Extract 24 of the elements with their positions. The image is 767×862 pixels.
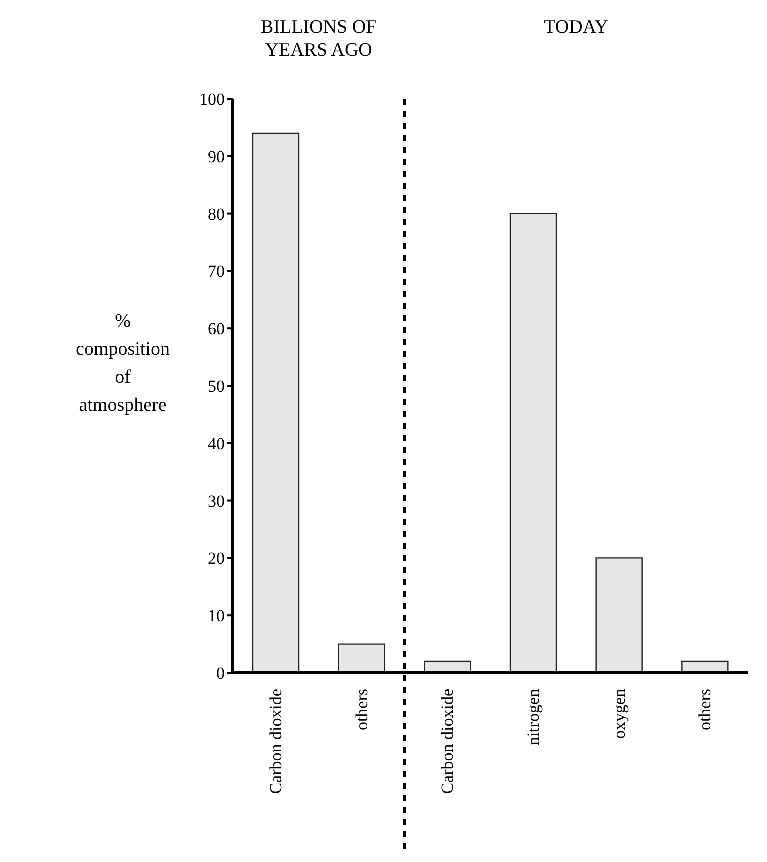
- y-tick-label: 20: [208, 549, 225, 568]
- y-tick-label: 50: [208, 377, 225, 396]
- x-tick-label: Carbon dioxide: [438, 689, 458, 794]
- x-tick-label: others: [696, 689, 715, 731]
- y-tick-label: 100: [200, 90, 225, 110]
- y-tick-label: 60: [208, 320, 225, 339]
- y-tick-label: 70: [208, 262, 225, 282]
- y-axis-title: % composition of atmosphere: [75, 310, 171, 418]
- bar: [510, 213, 558, 673]
- y-tick-label: 40: [208, 434, 225, 454]
- bar: [596, 558, 643, 673]
- bar: [338, 644, 386, 673]
- y-tick-label: 90: [208, 147, 225, 166]
- y-tick-label: 10: [208, 606, 225, 626]
- y-tick-label: 30: [208, 492, 225, 511]
- y-tick-label: 80: [208, 204, 225, 224]
- text: BILLIONS OF YEARS AGO: [260, 16, 378, 62]
- x-tick-label: others: [352, 689, 372, 731]
- text: TODAY: [543, 16, 610, 39]
- x-tick-label: oxygen: [610, 688, 629, 740]
- y-tick-label: 0: [216, 664, 225, 684]
- x-tick-label: nitrogen: [524, 688, 543, 746]
- x-tick-label: Carbon dioxide: [266, 689, 286, 794]
- bar: [252, 132, 300, 673]
